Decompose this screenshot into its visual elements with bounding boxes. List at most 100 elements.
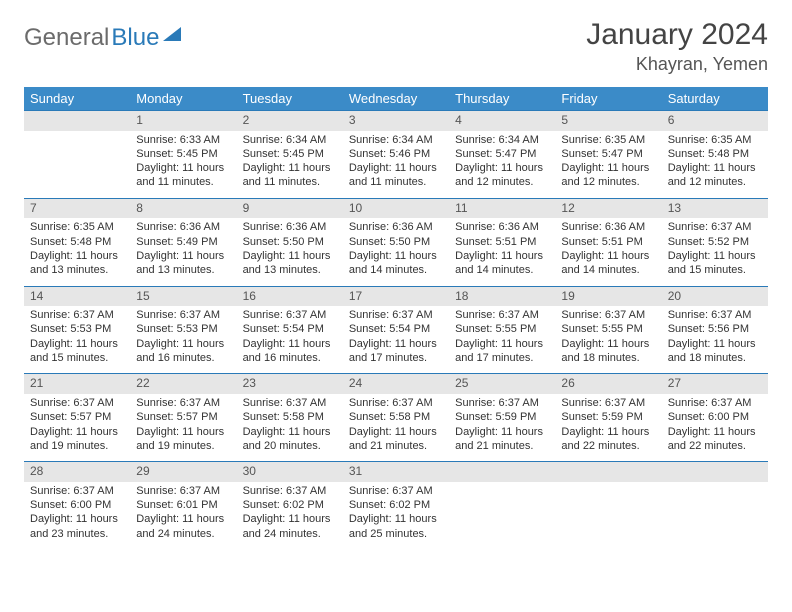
- weekday-header: Wednesday: [343, 87, 449, 110]
- sunset-line: Sunset: 5:46 PM: [349, 147, 443, 161]
- calendar-row: 21Sunrise: 6:37 AMSunset: 5:57 PMDayligh…: [24, 373, 768, 461]
- daylight-line: Daylight: 11 hours and 12 minutes.: [455, 161, 549, 190]
- daylight-line: Daylight: 11 hours and 23 minutes.: [30, 512, 124, 541]
- sunrise-line: Sunrise: 6:37 AM: [30, 484, 124, 498]
- day-number: [555, 461, 661, 482]
- day-details: [662, 482, 768, 542]
- calendar-head: SundayMondayTuesdayWednesdayThursdayFrid…: [24, 87, 768, 110]
- sunset-line: Sunset: 5:52 PM: [668, 235, 762, 249]
- sunrise-line: Sunrise: 6:36 AM: [349, 220, 443, 234]
- sunrise-line: Sunrise: 6:37 AM: [136, 396, 230, 410]
- sunset-line: Sunset: 5:54 PM: [243, 322, 337, 336]
- day-number: 13: [662, 198, 768, 219]
- calendar-cell: [24, 110, 130, 198]
- day-details: Sunrise: 6:37 AMSunset: 6:01 PMDaylight:…: [130, 482, 236, 549]
- daylight-line: Daylight: 11 hours and 22 minutes.: [561, 425, 655, 454]
- daylight-line: Daylight: 11 hours and 16 minutes.: [136, 337, 230, 366]
- sunset-line: Sunset: 5:58 PM: [243, 410, 337, 424]
- day-details: Sunrise: 6:37 AMSunset: 6:00 PMDaylight:…: [662, 394, 768, 461]
- sunset-line: Sunset: 6:02 PM: [349, 498, 443, 512]
- sunset-line: Sunset: 5:59 PM: [561, 410, 655, 424]
- day-details: Sunrise: 6:37 AMSunset: 5:59 PMDaylight:…: [555, 394, 661, 461]
- title-block: January 2024 Khayran, Yemen: [586, 18, 768, 75]
- day-details: Sunrise: 6:37 AMSunset: 5:54 PMDaylight:…: [343, 306, 449, 373]
- sunset-line: Sunset: 5:55 PM: [561, 322, 655, 336]
- day-details: Sunrise: 6:37 AMSunset: 5:53 PMDaylight:…: [130, 306, 236, 373]
- weekday-header: Thursday: [449, 87, 555, 110]
- sunset-line: Sunset: 6:01 PM: [136, 498, 230, 512]
- calendar-row: 7Sunrise: 6:35 AMSunset: 5:48 PMDaylight…: [24, 198, 768, 286]
- day-number: 8: [130, 198, 236, 219]
- day-number: 26: [555, 373, 661, 394]
- sunset-line: Sunset: 5:57 PM: [30, 410, 124, 424]
- sunrise-line: Sunrise: 6:35 AM: [561, 133, 655, 147]
- calendar-cell: 24Sunrise: 6:37 AMSunset: 5:58 PMDayligh…: [343, 373, 449, 461]
- day-number: 29: [130, 461, 236, 482]
- sunrise-line: Sunrise: 6:37 AM: [349, 484, 443, 498]
- sunrise-line: Sunrise: 6:34 AM: [243, 133, 337, 147]
- calendar-cell: 30Sunrise: 6:37 AMSunset: 6:02 PMDayligh…: [237, 461, 343, 549]
- day-number: 14: [24, 286, 130, 307]
- sunrise-line: Sunrise: 6:37 AM: [136, 308, 230, 322]
- day-number: [24, 110, 130, 131]
- sunset-line: Sunset: 5:50 PM: [243, 235, 337, 249]
- weekday-row: SundayMondayTuesdayWednesdayThursdayFrid…: [24, 87, 768, 110]
- day-number: 27: [662, 373, 768, 394]
- daylight-line: Daylight: 11 hours and 25 minutes.: [349, 512, 443, 541]
- calendar-cell: 3Sunrise: 6:34 AMSunset: 5:46 PMDaylight…: [343, 110, 449, 198]
- calendar-cell: 16Sunrise: 6:37 AMSunset: 5:54 PMDayligh…: [237, 286, 343, 374]
- day-number: 5: [555, 110, 661, 131]
- weekday-header: Tuesday: [237, 87, 343, 110]
- day-details: [449, 482, 555, 542]
- daylight-line: Daylight: 11 hours and 21 minutes.: [455, 425, 549, 454]
- calendar-body: 1Sunrise: 6:33 AMSunset: 5:45 PMDaylight…: [24, 110, 768, 549]
- sunrise-line: Sunrise: 6:37 AM: [349, 396, 443, 410]
- header: GeneralBlue January 2024 Khayran, Yemen: [24, 18, 768, 75]
- sunrise-line: Sunrise: 6:35 AM: [668, 133, 762, 147]
- day-number: 24: [343, 373, 449, 394]
- day-number: 12: [555, 198, 661, 219]
- daylight-line: Daylight: 11 hours and 12 minutes.: [561, 161, 655, 190]
- daylight-line: Daylight: 11 hours and 13 minutes.: [136, 249, 230, 278]
- day-number: 31: [343, 461, 449, 482]
- sunrise-line: Sunrise: 6:37 AM: [455, 308, 549, 322]
- sunset-line: Sunset: 6:02 PM: [243, 498, 337, 512]
- day-number: 21: [24, 373, 130, 394]
- day-details: Sunrise: 6:37 AMSunset: 5:58 PMDaylight:…: [343, 394, 449, 461]
- calendar-cell: 1Sunrise: 6:33 AMSunset: 5:45 PMDaylight…: [130, 110, 236, 198]
- day-details: Sunrise: 6:36 AMSunset: 5:51 PMDaylight:…: [555, 218, 661, 285]
- calendar-cell: 27Sunrise: 6:37 AMSunset: 6:00 PMDayligh…: [662, 373, 768, 461]
- calendar-cell: 18Sunrise: 6:37 AMSunset: 5:55 PMDayligh…: [449, 286, 555, 374]
- day-details: Sunrise: 6:37 AMSunset: 5:54 PMDaylight:…: [237, 306, 343, 373]
- sunset-line: Sunset: 5:47 PM: [561, 147, 655, 161]
- day-number: 11: [449, 198, 555, 219]
- day-number: 2: [237, 110, 343, 131]
- day-details: Sunrise: 6:35 AMSunset: 5:47 PMDaylight:…: [555, 131, 661, 198]
- calendar-cell: 31 Sunrise: 6:37 AMSunset: 6:02 PMDayligh…: [343, 461, 449, 549]
- day-number: 4: [449, 110, 555, 131]
- sunrise-line: Sunrise: 6:37 AM: [668, 396, 762, 410]
- daylight-line: Daylight: 11 hours and 11 minutes.: [349, 161, 443, 190]
- calendar-cell: 10Sunrise: 6:36 AMSunset: 5:50 PMDayligh…: [343, 198, 449, 286]
- weekday-header: Friday: [555, 87, 661, 110]
- calendar-cell: 6Sunrise: 6:35 AMSunset: 5:48 PMDaylight…: [662, 110, 768, 198]
- sunrise-line: Sunrise: 6:36 AM: [561, 220, 655, 234]
- day-details: Sunrise: 6:37 AMSunset: 5:52 PMDaylight:…: [662, 218, 768, 285]
- calendar-cell: [449, 461, 555, 549]
- sunrise-line: Sunrise: 6:36 AM: [136, 220, 230, 234]
- sunrise-line: Sunrise: 6:37 AM: [243, 308, 337, 322]
- day-details: Sunrise: 6:37 AMSunset: 5:57 PMDaylight:…: [24, 394, 130, 461]
- daylight-line: Daylight: 11 hours and 22 minutes.: [668, 425, 762, 454]
- sunrise-line: Sunrise: 6:37 AM: [561, 308, 655, 322]
- calendar-cell: 4Sunrise: 6:34 AMSunset: 5:47 PMDaylight…: [449, 110, 555, 198]
- sunset-line: Sunset: 5:56 PM: [668, 322, 762, 336]
- day-details: Sunrise: 6:36 AMSunset: 5:50 PMDaylight:…: [237, 218, 343, 285]
- daylight-line: Daylight: 11 hours and 20 minutes.: [243, 425, 337, 454]
- sunrise-line: Sunrise: 6:37 AM: [455, 396, 549, 410]
- day-number: [449, 461, 555, 482]
- day-details: Sunrise: 6:34 AMSunset: 5:46 PMDaylight:…: [343, 131, 449, 198]
- calendar-cell: 7Sunrise: 6:35 AMSunset: 5:48 PMDaylight…: [24, 198, 130, 286]
- sunrise-line: Sunrise: 6:33 AM: [136, 133, 230, 147]
- sunset-line: Sunset: 5:47 PM: [455, 147, 549, 161]
- day-number: 22: [130, 373, 236, 394]
